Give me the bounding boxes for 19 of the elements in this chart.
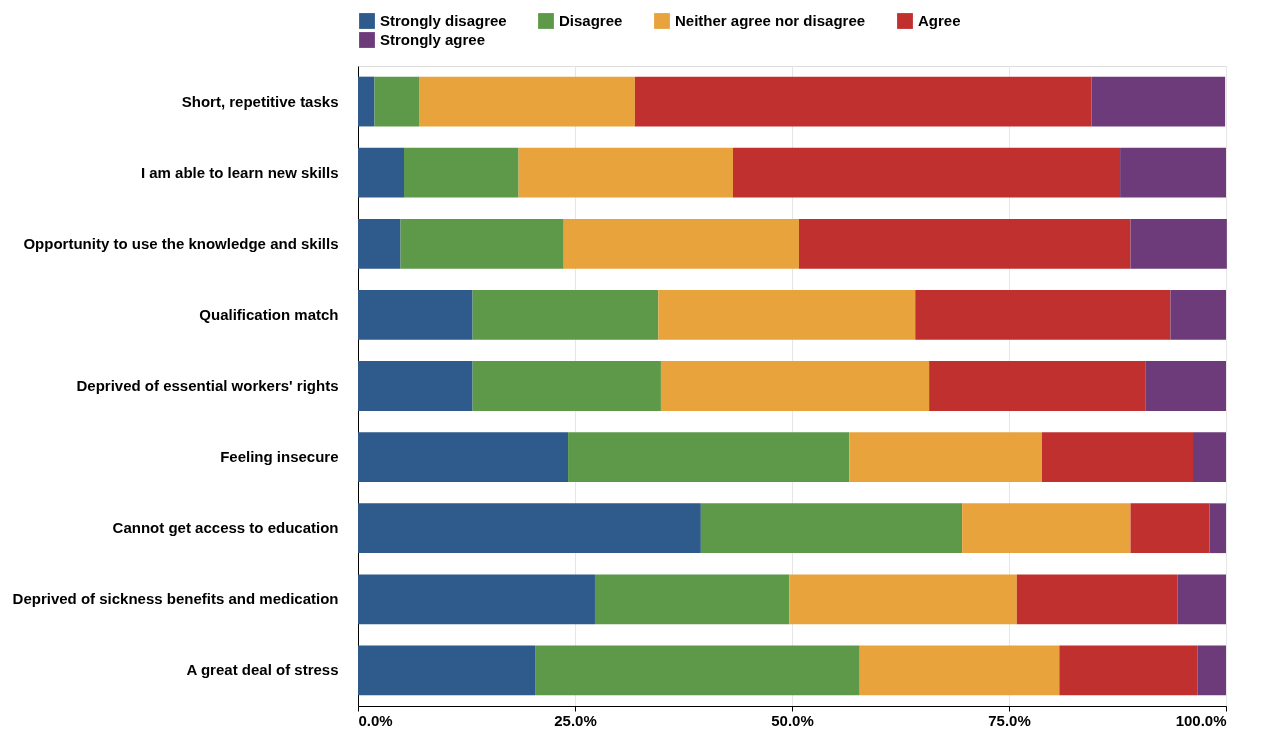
legend-label: Agree xyxy=(918,12,961,29)
legend-label: Strongly disagree xyxy=(380,12,507,29)
x-tick-label: 75.0% xyxy=(988,711,1031,729)
y-tick-label: I am able to learn new skills xyxy=(140,163,339,181)
y-tick-label: Short, repetitive tasks xyxy=(181,92,339,110)
y-tick-label: Deprived of sickness benefits and medication xyxy=(12,590,339,608)
legend-label: Neither agree nor disagree xyxy=(675,12,866,29)
y-tick-label: Cannot get access to education xyxy=(112,519,339,537)
y-tick-label: Deprived of essential workers' rights xyxy=(76,377,339,394)
x-tick-label: 50.0% xyxy=(771,711,814,729)
y-tick-label: Qualification match xyxy=(199,305,339,323)
x-tick-label: 0.0% xyxy=(358,711,393,729)
x-tick-label: 100.0% xyxy=(1175,711,1227,729)
x-tick-label: 25.0% xyxy=(554,711,597,729)
y-tick-label: Opportunity to use the knowledge and skills xyxy=(23,234,339,252)
legend-label: Disagree xyxy=(559,12,623,29)
y-tick-label: Feeling insecure xyxy=(220,448,339,466)
y-tick-label: A great deal of stress xyxy=(186,661,339,679)
legend-label: Strongly agree xyxy=(380,31,486,48)
